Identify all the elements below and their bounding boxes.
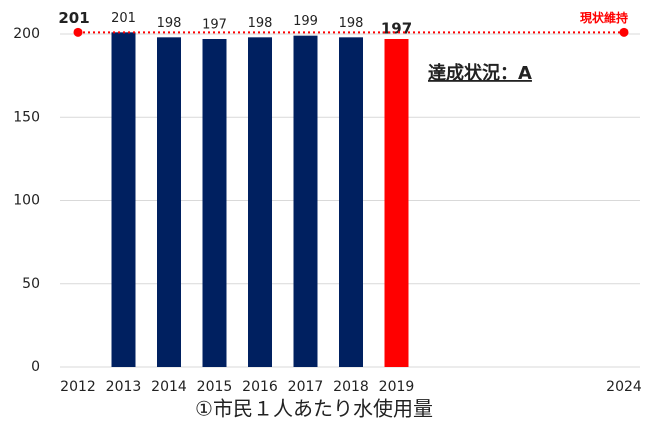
x-tick-label: 2012 — [60, 379, 96, 395]
y-tick-label: 150 — [13, 109, 40, 125]
data-label: 199 — [293, 14, 318, 29]
bar — [202, 38, 227, 368]
chart-title: ①市民１人あたり水使用量 — [195, 397, 433, 421]
y-tick-label: 50 — [22, 276, 40, 292]
y-tick-label: 0 — [31, 359, 40, 375]
data-label: 197 — [381, 19, 412, 37]
bar — [248, 37, 272, 368]
x-tick-label: 2017 — [288, 379, 324, 395]
bar — [157, 37, 181, 368]
data-label: 198 — [157, 16, 182, 31]
y-tick-label: 100 — [13, 193, 40, 209]
data-label: 198 — [248, 16, 273, 31]
x-tick-label: 2016 — [242, 379, 278, 395]
x-tick-label: 2015 — [197, 379, 233, 395]
data-label: 198 — [339, 16, 364, 31]
bar — [339, 37, 363, 368]
x-tick-label: 2019 — [379, 379, 415, 395]
data-label: 201 — [111, 11, 136, 26]
x-tick-label: 2024 — [606, 379, 642, 395]
x-tick-label: 2018 — [333, 379, 369, 395]
annotation: 達成状況：A — [428, 62, 532, 84]
bar — [111, 32, 136, 368]
reference-point — [619, 27, 629, 37]
reference-value-label: 201 — [58, 9, 89, 27]
reference-point — [73, 27, 83, 37]
x-tick-label: 2014 — [151, 379, 187, 395]
y-tick-label: 200 — [13, 26, 40, 42]
reference-label: 現状維持 — [580, 10, 628, 25]
x-tick-label: 2013 — [106, 379, 142, 395]
data-label: 197 — [202, 17, 227, 32]
bar — [293, 35, 318, 367]
bar — [384, 38, 409, 368]
